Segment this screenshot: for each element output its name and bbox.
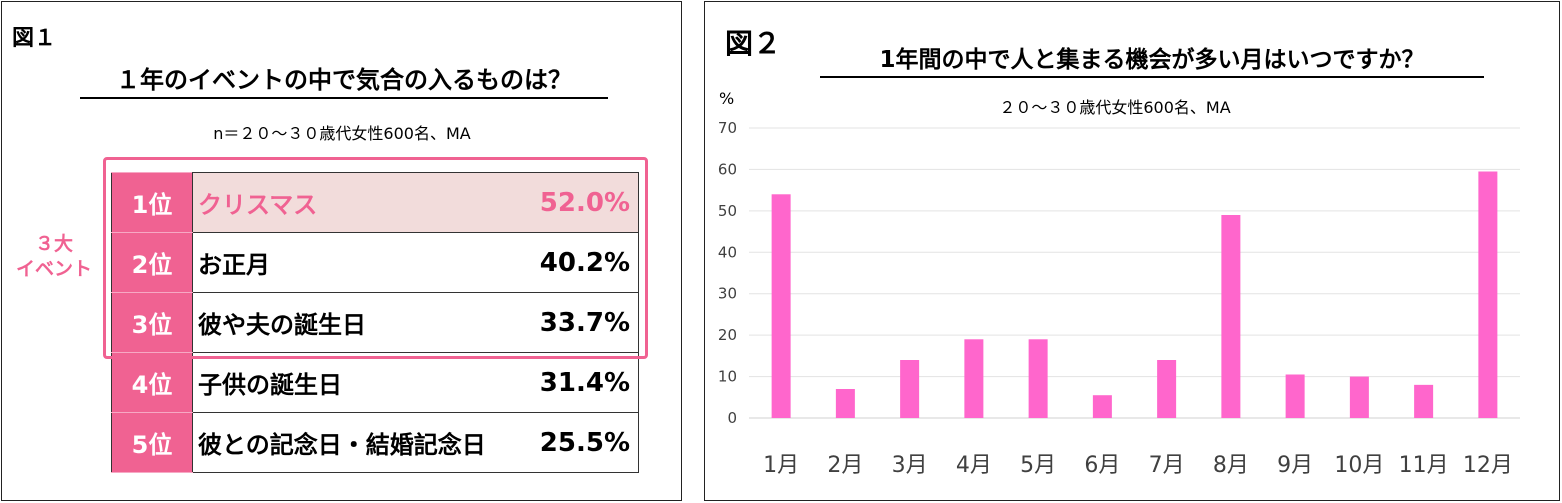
x-tick-label: 11月 (1399, 453, 1449, 478)
percent-cell: 31.4% (510, 352, 639, 413)
event-name-cell: お正月 (192, 232, 510, 293)
monthly-gatherings-bar-chart: % 0 10 20 30 40 50 60 70 1月 2月 3月 4月 5月 6月 7月 8月 9月 10月 1… (718, 89, 1520, 478)
x-tick-label: 4月 (956, 453, 992, 478)
bar-8 (1221, 215, 1241, 418)
figure2-label: 図２ (725, 27, 782, 60)
table-row: 4位 子供の誕生日 31.4% (111, 352, 639, 413)
rank-cell: 5位 (111, 412, 193, 473)
bar-11 (1414, 384, 1434, 418)
event-name-cell: 彼との記念日・結婚記念日 (192, 412, 510, 473)
rank-cell: 2位 (111, 232, 193, 293)
figure2-note: ２０～３０歳代女性600名、MA (999, 98, 1231, 117)
bar-10 (1349, 376, 1369, 418)
y-tick-label: 10 (718, 368, 737, 386)
bar-7 (1157, 360, 1177, 418)
bar-6 (1092, 395, 1112, 418)
y-tick-label: 30 (718, 285, 737, 303)
percent-cell: 40.2% (510, 232, 639, 293)
y-tick-label: 40 (718, 243, 737, 261)
y-tick-label: 50 (718, 202, 737, 220)
rank-cell: 3位 (111, 292, 193, 353)
table-row: 5位 彼との記念日・結婚記念日 25.5% (111, 412, 639, 473)
bar-3 (900, 360, 920, 418)
x-tick-label: 9月 (1277, 453, 1313, 478)
y-tick-label: 70 (718, 119, 737, 137)
y-tick-label: 0 (727, 409, 737, 427)
top3-label: ３大 イベント (15, 233, 92, 280)
figure2-title: 1年間の中で人と集まる機会が多い月はいつですか？ (820, 40, 1484, 78)
table-row: 2位 お正月 40.2% (111, 232, 639, 293)
bar-2 (835, 389, 855, 418)
x-tick-label: 1月 (763, 453, 799, 478)
bar-5 (1028, 339, 1048, 418)
figure1-label: 図１ (12, 26, 57, 51)
y-tick-label: 20 (718, 326, 737, 344)
x-tick-label: 2月 (827, 453, 863, 478)
bar-4 (964, 339, 984, 418)
bar-1 (771, 194, 791, 418)
bar-9 (1285, 374, 1305, 418)
rank-cell: 4位 (111, 352, 193, 413)
y-tick-label: 60 (718, 160, 737, 178)
figure2-panel: 図２ 1年間の中で人と集まる機会が多い月はいつですか？ ２０～３０歳代女性600… (704, 1, 1560, 501)
x-tick-label: 5月 (1020, 453, 1056, 478)
x-tick-label: 8月 (1213, 453, 1249, 478)
table-row: 3位 彼や夫の誕生日 33.7% (111, 292, 639, 353)
event-name-cell: クリスマス (192, 172, 510, 233)
ranking-table: 1位 クリスマス 52.0% 2位 お正月 40.2% 3位 彼や夫の誕生日 3… (111, 172, 639, 473)
rank-cell: 1位 (111, 172, 193, 233)
x-tick-label: 10月 (1334, 453, 1384, 478)
x-tick-label: 3月 (892, 453, 928, 478)
figure1-note: n＝２０～３０歳代女性600名、MA (213, 124, 471, 143)
y-unit-label: % (719, 89, 734, 108)
event-name-cell: 彼や夫の誕生日 (192, 292, 510, 353)
x-tick-label: 12月 (1463, 453, 1513, 478)
percent-cell: 52.0% (510, 172, 639, 233)
percent-cell: 25.5% (510, 412, 639, 473)
x-tick-label: 7月 (1149, 453, 1185, 478)
figure1-title: １年のイベントの中で気合の入るものは？ (80, 60, 608, 99)
event-name-cell: 子供の誕生日 (192, 352, 510, 413)
x-tick-label: 6月 (1084, 453, 1120, 478)
table-row: 1位 クリスマス 52.0% (111, 172, 639, 233)
bar-12 (1478, 171, 1498, 418)
figure1-panel: 図１ １年のイベントの中で気合の入るものは？ n＝２０～３０歳代女性600名、M… (1, 1, 682, 501)
percent-cell: 33.7% (510, 292, 639, 353)
